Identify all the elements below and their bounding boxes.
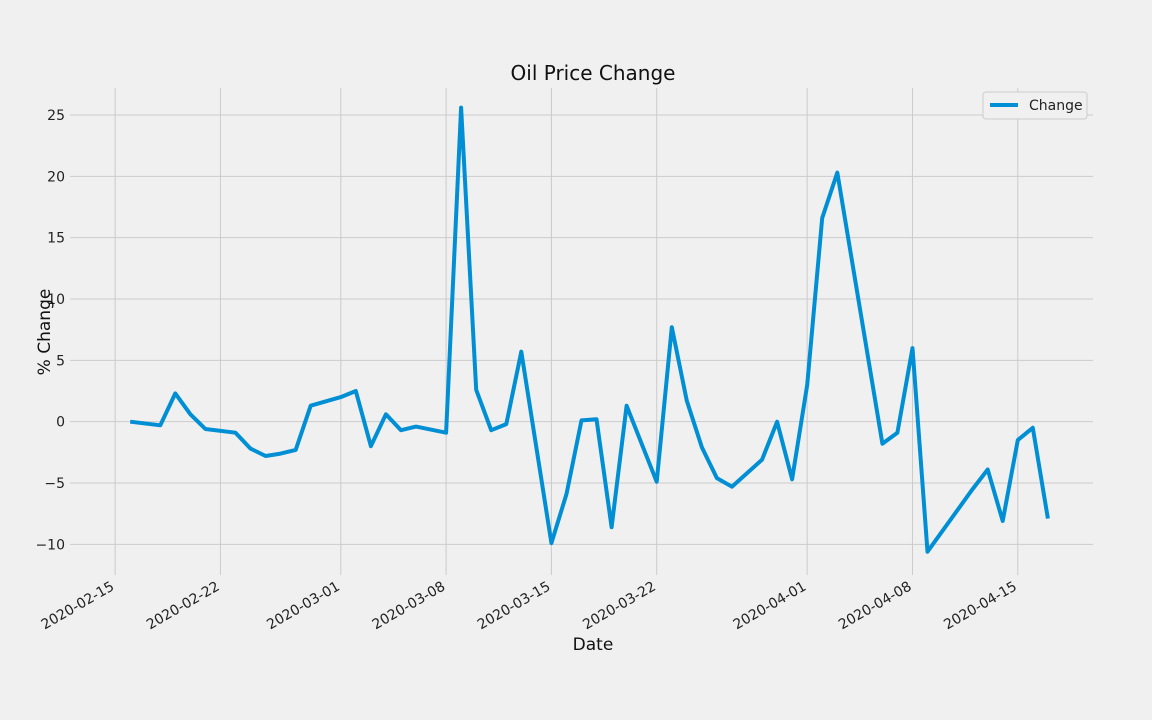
data-point	[249, 447, 253, 451]
y-tick-label: 0	[56, 415, 65, 431]
data-point	[610, 525, 614, 529]
data-point	[760, 458, 764, 462]
data-point	[805, 383, 809, 387]
y-axis-ticks: −10 −5 0 5 10 15 20 25	[35, 108, 65, 553]
y-tick-label: 10	[47, 292, 65, 308]
data-point	[971, 487, 975, 491]
data-point	[700, 445, 704, 449]
data-point	[158, 423, 162, 427]
x-tick-label: 2020-03-08	[370, 579, 448, 634]
legend-label-change: Change	[1029, 98, 1083, 114]
data-point	[128, 420, 132, 424]
data-point	[685, 399, 689, 403]
data-point	[444, 431, 448, 435]
y-tick-label: −5	[44, 476, 65, 492]
data-point	[549, 541, 553, 545]
legend: Change	[982, 91, 1088, 120]
data-point	[173, 391, 177, 395]
data-point	[880, 442, 884, 446]
data-point	[820, 216, 824, 220]
data-point	[580, 418, 584, 422]
data-point	[655, 480, 659, 484]
y-tick-label: 5	[56, 353, 65, 369]
grid	[70, 88, 1093, 575]
data-point	[188, 412, 192, 416]
y-tick-label: 20	[47, 169, 65, 185]
data-point	[414, 425, 418, 429]
x-tick-label: 2020-04-15	[941, 579, 1019, 634]
data-point	[625, 404, 629, 408]
data-point	[986, 468, 990, 472]
data-point	[595, 417, 599, 421]
chart-title: Oil Price Change	[511, 61, 676, 85]
data-point	[233, 431, 237, 435]
x-axis-title: Date	[573, 635, 614, 655]
data-point	[294, 448, 298, 452]
data-point	[399, 428, 403, 432]
data-point	[369, 444, 373, 448]
data-point	[1001, 519, 1005, 523]
data-point	[339, 395, 343, 399]
x-tick-label: 2020-03-15	[475, 579, 553, 634]
data-point	[1031, 426, 1035, 430]
data-point	[489, 428, 493, 432]
data-point	[384, 412, 388, 416]
data-point	[459, 106, 463, 110]
data-point	[775, 420, 779, 424]
x-tick-label: 2020-02-22	[144, 579, 222, 634]
data-point	[1016, 438, 1020, 442]
data-point	[354, 389, 358, 393]
x-tick-label: 2020-03-01	[264, 579, 342, 634]
data-point	[203, 427, 207, 431]
data-point	[519, 350, 523, 354]
series-layer	[128, 105, 1050, 554]
x-tick-label: 2020-04-08	[836, 579, 914, 634]
x-tick-label: 2020-04-01	[731, 579, 809, 634]
y-tick-label: 25	[47, 108, 65, 124]
y-tick-label: −10	[35, 537, 65, 553]
data-point	[926, 550, 930, 554]
data-point	[264, 454, 268, 458]
data-point	[1046, 517, 1050, 521]
data-point	[564, 492, 568, 496]
data-point	[790, 477, 794, 481]
data-point	[670, 325, 674, 329]
y-tick-label: 15	[47, 231, 65, 247]
series-line-change	[129, 105, 1050, 554]
x-axis-ticks: 2020-02-15 2020-02-22 2020-03-01 2020-03-08…	[39, 579, 1020, 634]
data-point	[504, 422, 508, 426]
data-point	[895, 431, 899, 435]
data-point	[279, 452, 283, 456]
data-point	[910, 346, 914, 350]
data-point	[474, 388, 478, 392]
data-point	[715, 476, 719, 480]
data-point	[835, 171, 839, 175]
data-point	[309, 404, 313, 408]
legend-box	[982, 91, 1088, 120]
x-tick-label: 2020-03-22	[580, 579, 658, 634]
y-axis-title: % Change	[35, 289, 55, 376]
x-tick-label: 2020-02-15	[39, 579, 117, 634]
data-point	[730, 485, 734, 489]
